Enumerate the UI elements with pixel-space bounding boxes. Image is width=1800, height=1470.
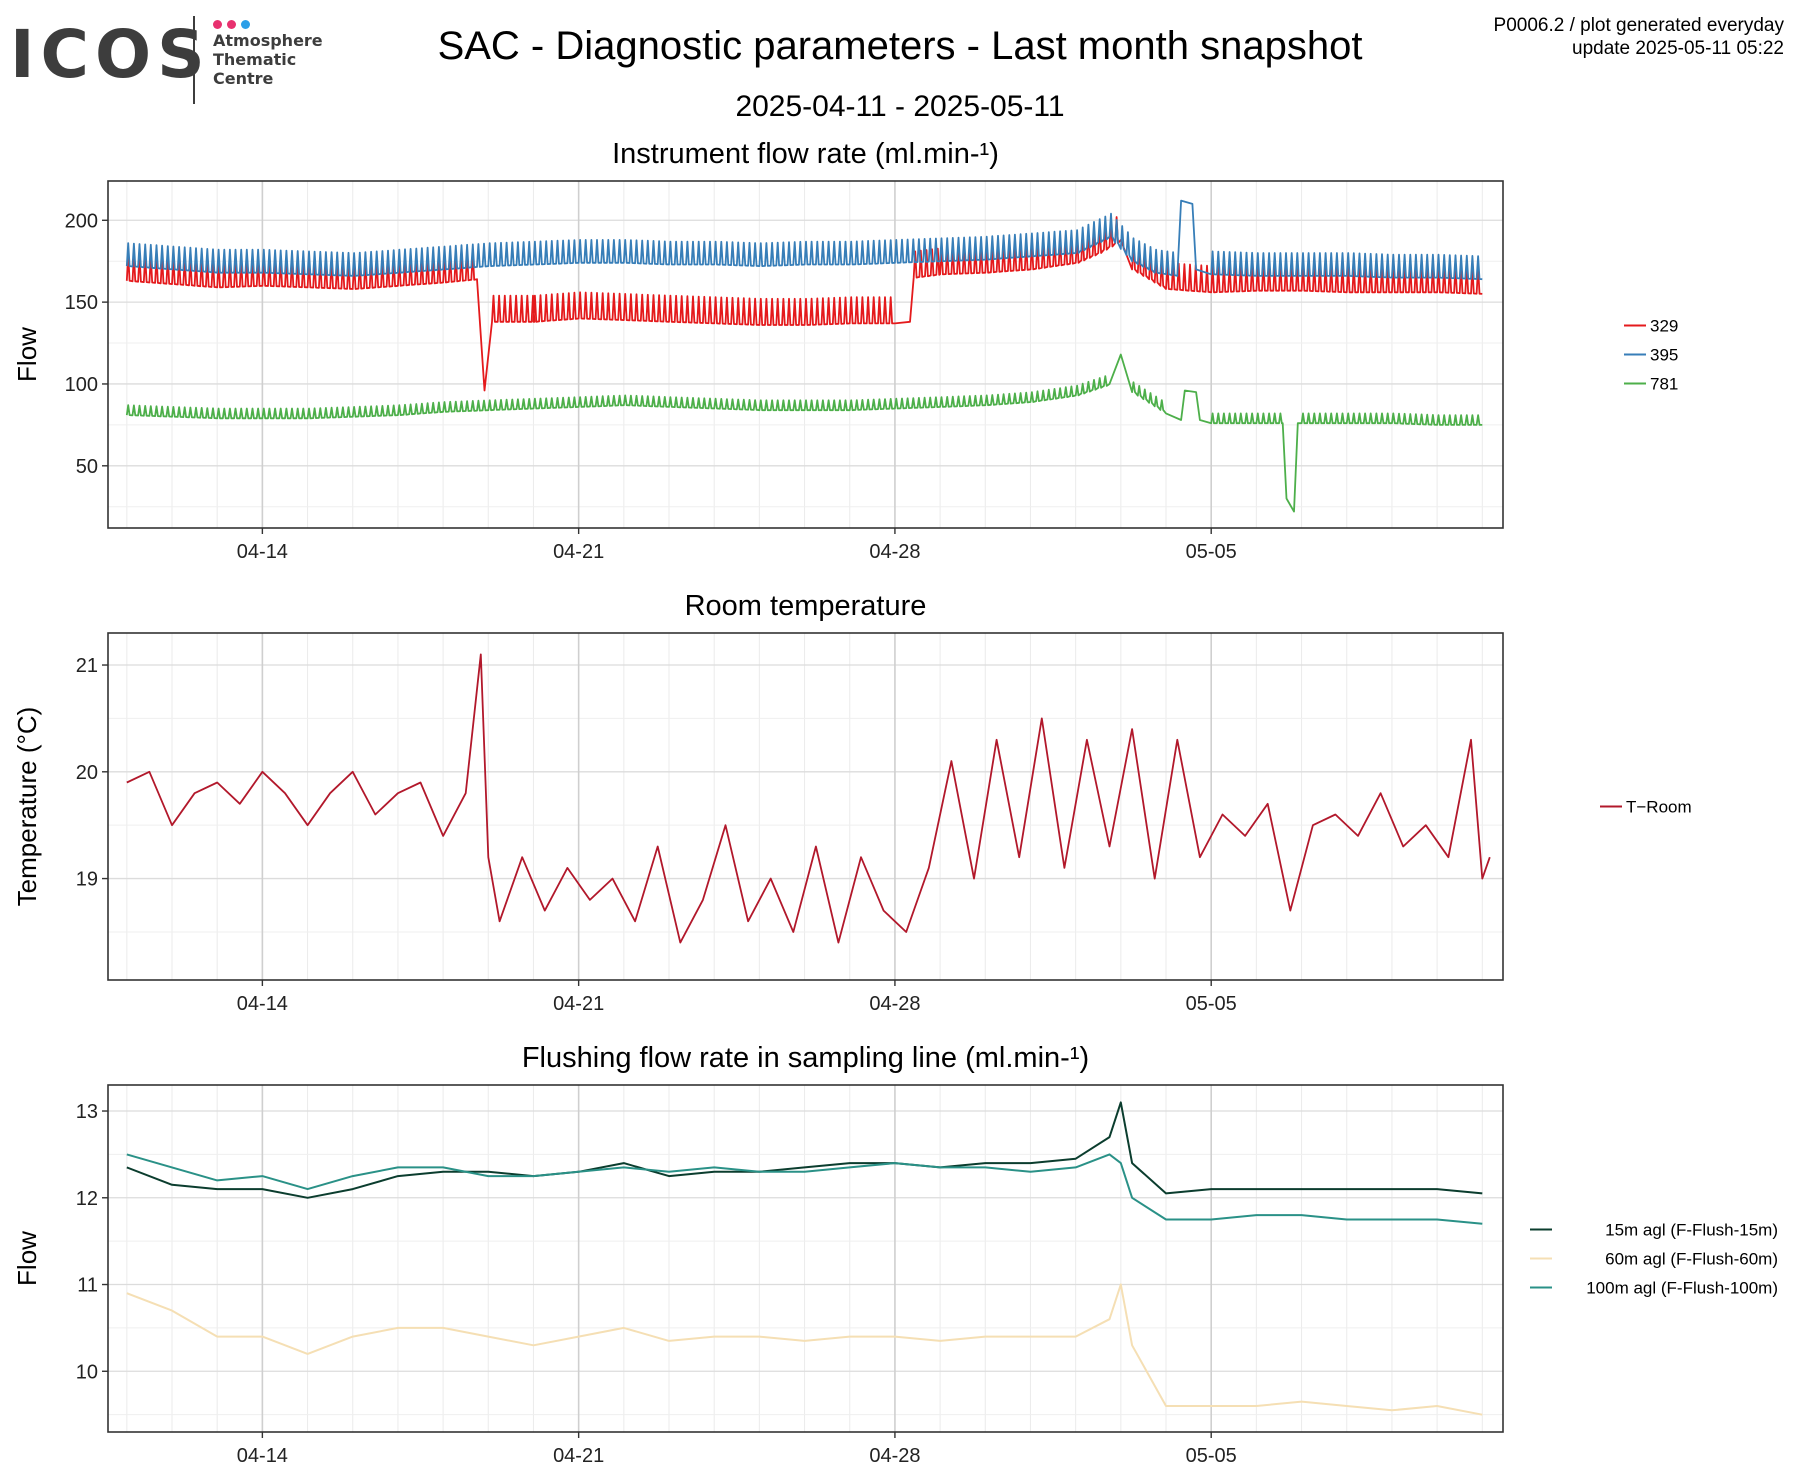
legend-label: 100m agl (F-Flush-100m) [1586,1279,1778,1298]
legend-label: 329 [1650,317,1678,336]
x-tick-label: 05-05 [1186,1445,1237,1467]
y-tick-label: 21 [76,655,98,677]
y-tick-label: 12 [76,1188,98,1210]
y-tick-label: 20 [76,762,98,784]
x-tick-label: 04-21 [553,541,604,563]
icos-logo: ICOS Atmosphere Thematic Centre [10,14,330,106]
series-lines [126,653,1491,944]
page-title: SAC - Diagnostic parameters - Last month… [437,24,1363,68]
series-lines [125,199,1483,513]
x-tick-label: 05-05 [1186,541,1237,563]
y-axis-label: Flow [12,327,42,382]
series-line-3 [126,1153,1483,1225]
legend-label: T−Room [1626,798,1692,817]
generation-note-line-1: P0006.2 / plot generated everyday [1493,15,1784,36]
chart-panel-2: 19 20 21 04-14 04-21 04-28 05-05 Room temperatu… [12,590,1692,1015]
y-tick-label: 13 [76,1101,98,1123]
legend: 15m agl (F-Flush-15m) 60m agl (F-Flush-60… [1530,1221,1778,1298]
series-line-1 [126,653,1491,944]
plot-background [108,1085,1503,1432]
y-axis-label: Temperature (°C) [12,707,42,907]
legend: 329 395 781 [1624,317,1678,394]
logo-sub-line-1: Atmosphere [213,31,323,50]
plot-border [107,180,1504,529]
y-axis-label: Flow [12,1231,42,1286]
grid-lines [108,1085,1503,1432]
series-line-1 [126,1101,1483,1199]
y-tick-label: 11 [77,1275,98,1297]
legend-label: 781 [1650,375,1678,394]
x-tick-label: 05-05 [1186,993,1237,1015]
logo-dot [227,20,236,29]
legend-label: 60m agl (F-Flush-60m) [1605,1250,1778,1269]
series-lines [126,1101,1483,1416]
y-tick-label: 150 [65,292,98,314]
legend-label: 395 [1650,346,1678,365]
chart-title: Instrument flow rate (ml.min-¹) [612,138,999,170]
series-line-2 [126,1283,1483,1416]
chart-panel-3: 10 11 12 13 04-14 04-21 04-28 05-05 Flushing flo… [12,1042,1778,1467]
logo-sub-line-3: Centre [213,69,274,88]
y-tick-label: 50 [76,456,98,478]
logo-divider [193,16,195,104]
chart-title: Flushing flow rate in sampling line (ml.… [522,1042,1089,1074]
plot-background [108,181,1503,528]
logo-sub-line-2: Thematic [213,50,297,69]
plot-border [107,1084,1504,1433]
series-line-1 [125,216,1483,392]
date-range: 2025-04-11 - 2025-05-11 [735,90,1065,123]
x-tick-label: 04-21 [553,993,604,1015]
plot-background [108,633,1503,980]
logo-dot [213,20,222,29]
logo-dots-icon [213,16,255,34]
series-line-2 [125,199,1483,281]
generation-note: P0006.2 / plot generated everyday update… [1494,14,1784,60]
logo-dot [241,20,250,29]
y-tick-label: 200 [65,210,98,232]
x-tick-label: 04-14 [237,993,288,1015]
x-tick-label: 04-28 [869,1445,920,1467]
plot-border [107,632,1504,981]
x-tick-label: 04-21 [553,1445,604,1467]
logo-wordmark: ICOS [10,16,211,93]
x-tick-label: 04-28 [869,993,920,1015]
y-tick-label: 100 [65,374,98,396]
generation-note-line-2: update 2025-05-11 05:22 [1572,38,1784,59]
x-tick-label: 04-28 [869,541,920,563]
legend-label: 15m agl (F-Flush-15m) [1605,1221,1778,1240]
y-tick-label: 19 [76,869,98,891]
series-line-3 [125,353,1483,513]
chart-title: Room temperature [685,590,927,622]
x-tick-label: 04-14 [237,541,288,563]
legend: T−Room [1600,798,1692,817]
chart-panel-1: 50 100 150 200 04-14 04-21 04-28 05-05 Instrumen… [12,138,1678,563]
y-tick-label: 10 [76,1361,98,1383]
x-tick-label: 04-14 [237,1445,288,1467]
